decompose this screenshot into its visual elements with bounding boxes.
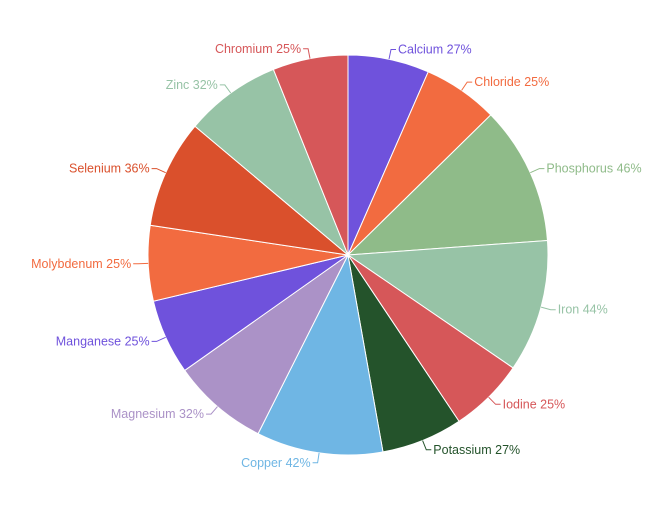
label-phosphorus: Phosphorus 46% [546,162,641,176]
leader-magnesium [206,406,218,415]
label-molybdenum: Molybdenum 25% [31,257,131,271]
leader-manganese [151,336,166,342]
label-iron: Iron 44% [558,303,608,317]
leader-potassium [422,440,432,451]
label-calcium: Calcium 27% [398,43,472,57]
slice-magnesium [183,254,349,435]
leader-chromium [303,48,311,59]
label-manganese: Manganese 25% [56,334,150,348]
leader-copper [312,452,320,464]
slice-copper [257,253,384,456]
label-iodine: Iodine 25% [503,397,566,411]
leader-iodine [488,396,501,405]
leader-iron [540,306,556,311]
slice-phosphorus [346,114,549,256]
slice-labels: Calcium 27% Chloride 25% Phosphorus 46% Iro… [31,42,641,470]
leader-zinc [219,84,232,94]
leader-chloride [461,81,473,91]
label-magnesium: Magnesium 32% [111,407,204,421]
pie-slices [147,54,549,456]
slice-iron [346,239,549,369]
leader-lines [133,48,556,464]
label-potassium: Potassium 27% [433,443,520,457]
slice-selenium [149,125,350,256]
label-copper: Copper 42% [241,456,311,470]
leader-phosphorus [530,168,545,174]
leader-calcium [388,49,396,60]
slice-chromium [272,54,349,256]
slice-zinc [194,68,349,256]
label-chloride: Chloride 25% [474,75,549,89]
leader-selenium [151,168,166,174]
label-selenium: Selenium 36% [69,162,150,176]
label-chromium: Chromium 25% [215,42,301,56]
label-zinc: Zinc 32% [166,78,218,92]
